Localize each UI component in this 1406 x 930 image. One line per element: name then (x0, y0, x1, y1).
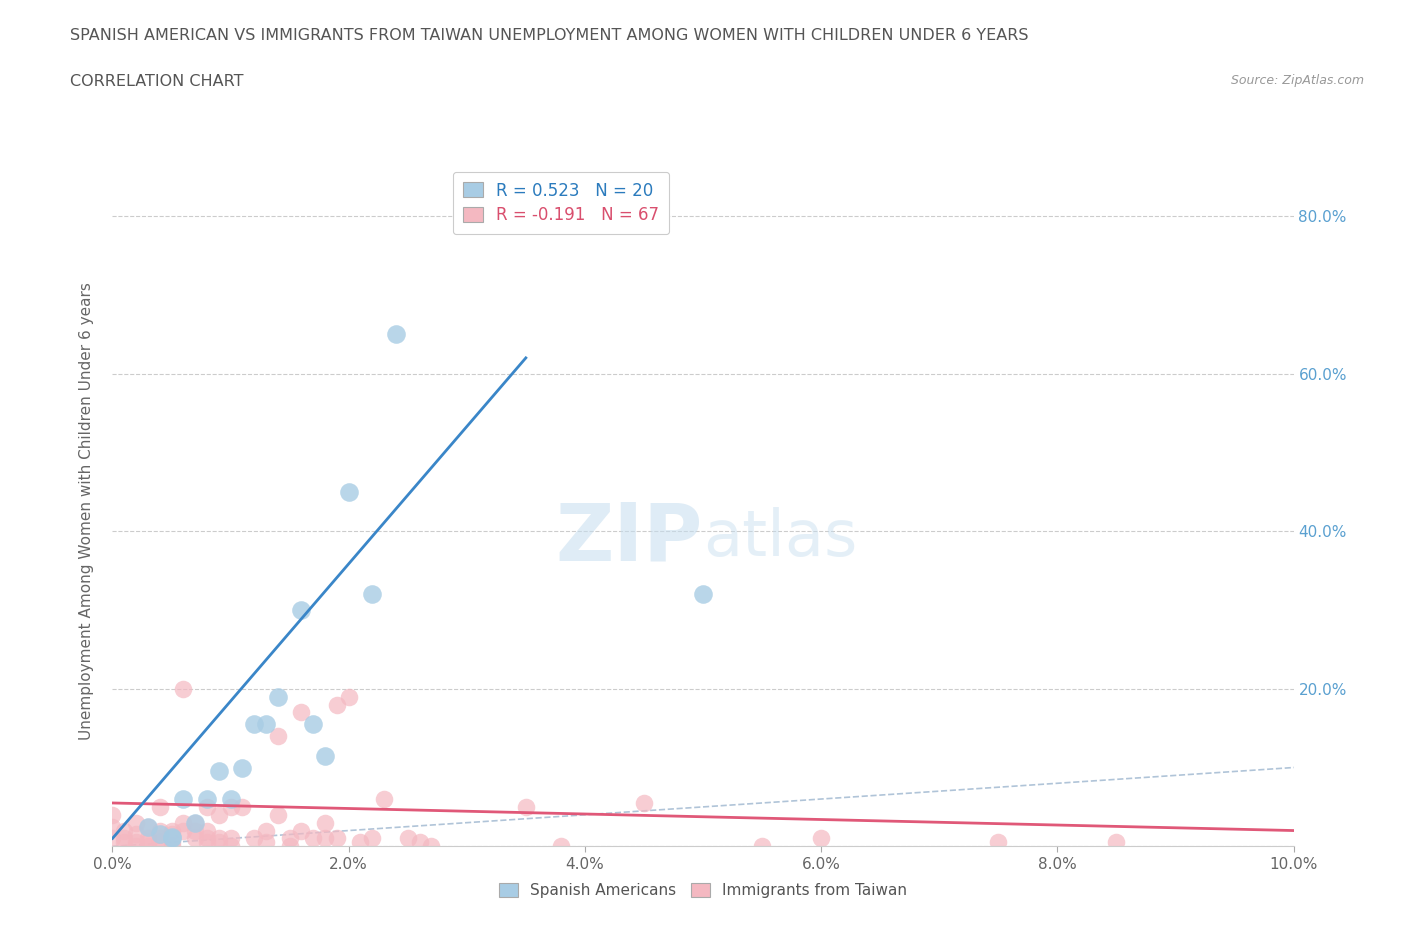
Point (172, 791, 194, 806)
Point (326, 698, 349, 712)
Point (515, 800, 537, 815)
Point (219, 791, 242, 806)
Point (337, 689, 360, 704)
Point (208, 831, 231, 846)
Point (160, 839, 183, 854)
Point (361, 587, 384, 602)
Point (160, 823, 183, 838)
Point (278, 831, 301, 846)
Point (101, 831, 124, 846)
Point (290, 603, 312, 618)
Point (160, 835, 183, 850)
Point (184, 816, 207, 830)
Point (219, 839, 242, 854)
Point (408, 835, 430, 850)
Point (184, 823, 207, 838)
Point (112, 831, 135, 846)
Point (243, 717, 266, 732)
Point (396, 831, 419, 846)
Point (172, 816, 194, 830)
Point (172, 823, 194, 838)
Point (136, 839, 159, 854)
Point (550, 839, 572, 854)
Text: Source: ZipAtlas.com: Source: ZipAtlas.com (1230, 74, 1364, 87)
Point (692, 587, 714, 602)
Point (125, 816, 148, 830)
Point (184, 816, 207, 830)
Point (219, 800, 242, 815)
Point (160, 827, 183, 842)
Point (810, 831, 832, 846)
Point (136, 835, 159, 850)
Point (1105, 835, 1128, 850)
Point (208, 835, 231, 850)
Point (125, 835, 148, 850)
Point (302, 717, 325, 732)
Point (633, 795, 655, 810)
Point (101, 819, 124, 834)
Point (136, 819, 159, 834)
Point (149, 835, 172, 850)
Point (314, 831, 336, 846)
Point (149, 831, 172, 846)
Point (195, 823, 218, 838)
Point (136, 819, 159, 834)
Point (337, 485, 360, 499)
Point (254, 835, 277, 850)
Point (267, 807, 290, 822)
Point (254, 823, 277, 838)
Point (172, 682, 194, 697)
Point (278, 839, 301, 854)
Point (267, 689, 290, 704)
Point (314, 816, 336, 830)
Point (195, 800, 218, 815)
Point (208, 764, 231, 779)
Point (302, 831, 325, 846)
Point (160, 831, 183, 846)
Point (326, 831, 349, 846)
Point (195, 831, 218, 846)
Point (208, 807, 231, 822)
Legend: Spanish Americans, Immigrants from Taiwan: Spanish Americans, Immigrants from Taiwa… (492, 875, 914, 906)
Point (125, 827, 148, 842)
Point (751, 839, 773, 854)
Point (149, 800, 172, 815)
Point (267, 728, 290, 743)
Point (349, 835, 371, 850)
Text: atlas: atlas (703, 507, 858, 569)
Point (314, 749, 336, 764)
Point (195, 835, 218, 850)
Point (420, 839, 443, 854)
Point (231, 800, 253, 815)
Text: ZIP: ZIP (555, 499, 703, 578)
Point (112, 823, 135, 838)
Point (125, 839, 148, 854)
Point (101, 807, 124, 822)
Point (231, 760, 253, 775)
Point (290, 823, 312, 838)
Point (195, 791, 218, 806)
Point (373, 791, 395, 806)
Text: SPANISH AMERICAN VS IMMIGRANTS FROM TAIWAN UNEMPLOYMENT AMONG WOMEN WITH CHILDRE: SPANISH AMERICAN VS IMMIGRANTS FROM TAIW… (70, 28, 1029, 43)
Point (149, 823, 172, 838)
Point (149, 827, 172, 842)
Point (112, 835, 135, 850)
Point (361, 831, 384, 846)
Point (987, 835, 1010, 850)
Point (290, 705, 312, 720)
Point (219, 831, 242, 846)
Point (160, 830, 183, 844)
Text: CORRELATION CHART: CORRELATION CHART (70, 74, 243, 89)
Point (385, 326, 408, 341)
Point (243, 831, 266, 846)
Point (184, 831, 207, 846)
Y-axis label: Unemployment Among Women with Children Under 6 years: Unemployment Among Women with Children U… (79, 283, 94, 740)
Point (136, 831, 159, 846)
Point (254, 717, 277, 732)
